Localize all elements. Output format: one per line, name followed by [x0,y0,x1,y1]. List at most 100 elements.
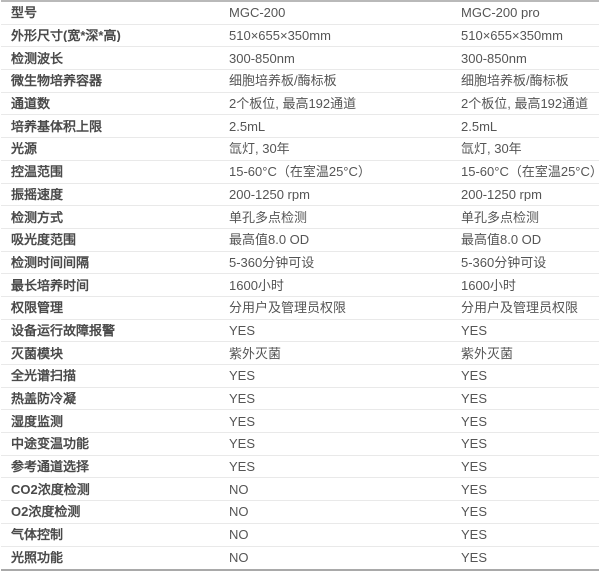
spec-label: 中途变温功能 [11,437,90,451]
spec-value-mgc200pro: YES [461,528,488,542]
spec-value-mgc200pro: YES [461,460,488,474]
spec-value-mgc200pro: YES [461,482,488,496]
spec-label: 光源 [11,142,38,156]
spec-value-mgc200: YES [229,392,256,406]
spec-label: 外形尺寸(宽*深*高) [11,29,121,43]
table-row: 热盖防冷凝 YES YES [1,387,599,411]
table-row: 控温范围 15-60°C（在室温25°C） 15-60°C（在室温25°C） [1,160,599,184]
table-row: 检测时间间隔 5-360分钟可设 5-360分钟可设 [1,251,599,275]
spec-value-mgc200: YES [229,369,256,383]
spec-value-mgc200: 200-1250 rpm [229,187,310,201]
spec-value-mgc200: 紫外灭菌 [229,346,282,360]
spec-label: 全光谱扫描 [11,369,77,383]
spec-value-mgc200: 单孔多点检测 [229,210,308,224]
spec-label: O2浓度检测 [11,505,81,519]
spec-value-mgc200: YES [229,414,256,428]
spec-value-mgc200pro: YES [461,323,488,337]
spec-label: 检测时间间隔 [11,255,90,269]
spec-label: 微生物培养容器 [11,74,103,88]
spec-value-mgc200: 2.5mL [229,119,266,133]
table-row: 湿度监测 YES YES [1,410,599,434]
spec-label: 检测波长 [11,51,64,65]
spec-value-mgc200pro: YES [461,437,488,451]
spec-value-mgc200pro: YES [461,392,488,406]
table-row: 参考通道选择 YES YES [1,455,599,479]
spec-label: 气体控制 [11,528,64,542]
spec-value-mgc200: 氙灯, 30年 [229,142,290,156]
spec-value-mgc200pro: 5-360分钟可设 [461,255,547,269]
spec-label: 通道数 [11,97,51,111]
table-row: 权限管理 分用户及管理员权限 分用户及管理员权限 [1,296,599,320]
table-row: 吸光度范围 最高值8.0 OD 最高值8.0 OD [1,228,599,252]
spec-value-mgc200pro: 最高值8.0 OD [461,233,542,247]
spec-value-mgc200: NO [229,528,249,542]
spec-label: 灭菌模块 [11,346,64,360]
table-row: 型号 MGC-200 MGC-200 pro [1,2,599,25]
table-row: 灭菌模块 紫外灭菌 紫外灭菌 [1,342,599,365]
spec-value-mgc200: MGC-200 [229,6,286,20]
table-row: CO2浓度检测 NO YES [1,478,599,502]
table-row: 光源 氙灯, 30年 氙灯, 30年 [1,138,599,161]
spec-value-mgc200pro: 紫外灭菌 [461,346,514,360]
spec-label: 参考通道选择 [11,460,90,474]
table-row: 检测方式 单孔多点检测 单孔多点检测 [1,206,599,229]
spec-label: 设备运行故障报警 [11,323,116,337]
spec-label: 湿度监测 [11,414,64,428]
spec-value-mgc200: NO [229,551,249,565]
table-row: 光照功能 NO YES [1,546,599,570]
table-row: 微生物培养容器 细胞培养板/酶标板 细胞培养板/酶标板 [1,70,599,93]
table-row: 全光谱扫描 YES YES [1,365,599,388]
spec-value-mgc200pro: 单孔多点检测 [461,210,540,224]
table-row: 培养基体积上限 2.5mL 2.5mL [1,115,599,139]
table-row: 外形尺寸(宽*深*高) 510×655×350mm 510×655×350mm [1,24,599,48]
spec-value-mgc200pro: 510×655×350mm [461,29,563,43]
spec-label: 控温范围 [11,165,64,179]
spec-label: 吸光度范围 [11,233,77,247]
spec-value-mgc200pro: 15-60°C（在室温25°C） [461,165,599,179]
spec-value-mgc200pro: YES [461,369,488,383]
spec-label: 最长培养时间 [11,278,90,292]
spec-value-mgc200: 2个板位, 最高192通道 [229,97,357,111]
spec-value-mgc200: 510×655×350mm [229,29,331,43]
table-row: 中途变温功能 YES YES [1,433,599,456]
spec-value-mgc200: 细胞培养板/酶标板 [229,74,337,88]
spec-value-mgc200pro: 300-850nm [461,51,527,65]
spec-value-mgc200pro: 氙灯, 30年 [461,142,522,156]
spec-value-mgc200: 1600小时 [229,278,284,292]
spec-value-mgc200: 300-850nm [229,51,295,65]
spec-value-mgc200pro: MGC-200 pro [461,6,540,20]
table-row: 检测波长 300-850nm 300-850nm [1,47,599,71]
spec-value-mgc200: YES [229,323,256,337]
spec-value-mgc200pro: YES [461,414,488,428]
spec-value-mgc200: YES [229,460,256,474]
spec-label: 权限管理 [11,301,64,315]
table-row: 振摇速度 200-1250 rpm 200-1250 rpm [1,183,599,207]
spec-value-mgc200pro: 2个板位, 最高192通道 [461,97,589,111]
spec-label: 振摇速度 [11,187,64,201]
spec-label: 检测方式 [11,210,64,224]
spec-value-mgc200: 5-360分钟可设 [229,255,315,269]
table-row: O2浓度检测 NO YES [1,501,599,524]
spec-label: 培养基体积上限 [11,119,103,133]
spec-value-mgc200pro: YES [461,551,488,565]
spec-value-mgc200pro: 分用户及管理员权限 [461,301,579,315]
table-row: 最长培养时间 1600小时 1600小时 [1,274,599,297]
table-row: 气体控制 NO YES [1,523,599,547]
spec-label: 型号 [11,6,38,20]
spec-value-mgc200pro: 1600小时 [461,278,516,292]
spec-value-mgc200: 最高值8.0 OD [229,233,310,247]
spec-value-mgc200pro: 细胞培养板/酶标板 [461,74,569,88]
table-row: 通道数 2个板位, 最高192通道 2个板位, 最高192通道 [1,92,599,116]
spec-value-mgc200: 分用户及管理员权限 [229,301,347,315]
spec-value-mgc200pro: YES [461,505,488,519]
spec-label: 热盖防冷凝 [11,392,77,406]
spec-label: CO2浓度检测 [11,482,90,496]
spec-label: 光照功能 [11,551,64,565]
spec-value-mgc200pro: 2.5mL [461,119,498,133]
spec-value-mgc200pro: 200-1250 rpm [461,187,542,201]
spec-value-mgc200: YES [229,437,256,451]
spec-value-mgc200: NO [229,482,249,496]
